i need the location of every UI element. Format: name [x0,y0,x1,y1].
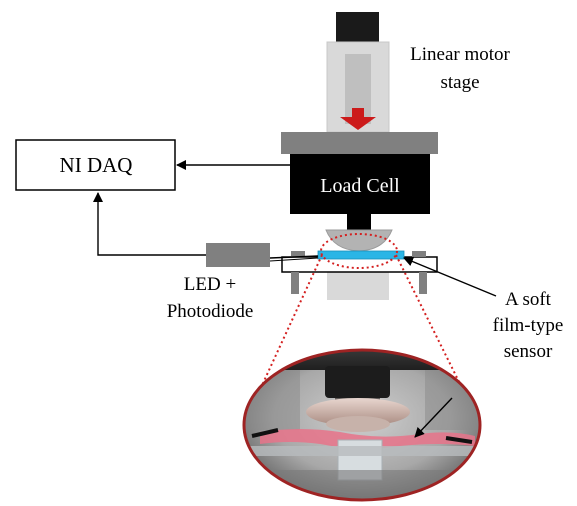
probe-tip [325,229,393,252]
load-cell-block [290,154,430,214]
optical-fiber [269,255,319,259]
photodiode-to-daq-arrow [93,192,206,256]
holder-leg-right [419,272,427,294]
probe-shaft [347,214,371,230]
sensor-label-3: sensor [504,341,553,362]
ni-daq-label: NI DAQ [60,153,133,177]
optical-fiber-2 [269,257,319,262]
mounting-plate [281,132,438,154]
film-sensor [317,250,405,260]
down-arrow-icon [340,108,376,130]
load-cell-label: Load Cell [320,175,400,197]
sensor-label-1: A soft [505,289,552,310]
led-photodiode-block [206,243,270,267]
sensor-label-2: film-type [493,315,564,336]
ni-daq-box [15,139,176,191]
led-photodiode-label-2: Photodiode [167,301,254,322]
holder-clip-left [291,251,305,257]
sensor-label-arrow [403,256,497,297]
led-photodiode-label-1: LED + [184,274,236,295]
sensor-photo-arrow [414,397,453,438]
holder-clip-right [412,251,426,257]
linear-motor-stage-label-1: Linear motor [410,44,510,65]
photo-ring [242,348,482,502]
magnify-region [320,233,398,269]
sensor-photo-inset [242,348,482,502]
holder-leg-left [291,272,299,294]
motor-top-block [336,12,379,42]
linear-motor-stage-label-2: stage [440,72,479,93]
